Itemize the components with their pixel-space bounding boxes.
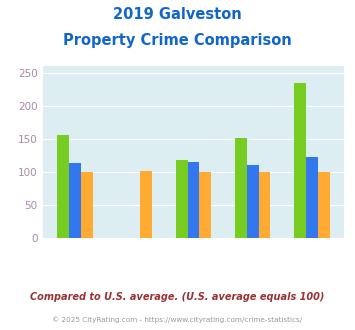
Bar [81,172,93,238]
Bar [235,138,247,238]
Text: 2019 Galveston: 2019 Galveston [113,7,242,21]
Bar [318,172,329,238]
Bar [69,163,81,238]
Bar [306,157,318,238]
Bar [294,82,306,238]
Bar [58,135,69,238]
Text: Property Crime Comparison: Property Crime Comparison [63,33,292,48]
Text: Compared to U.S. average. (U.S. average equals 100): Compared to U.S. average. (U.S. average … [30,292,325,302]
Text: © 2025 CityRating.com - https://www.cityrating.com/crime-statistics/: © 2025 CityRating.com - https://www.city… [53,317,302,323]
Bar [140,171,152,238]
Bar [258,172,271,238]
Bar [247,165,258,238]
Bar [187,162,200,238]
Bar [200,172,211,238]
Bar [176,160,187,238]
